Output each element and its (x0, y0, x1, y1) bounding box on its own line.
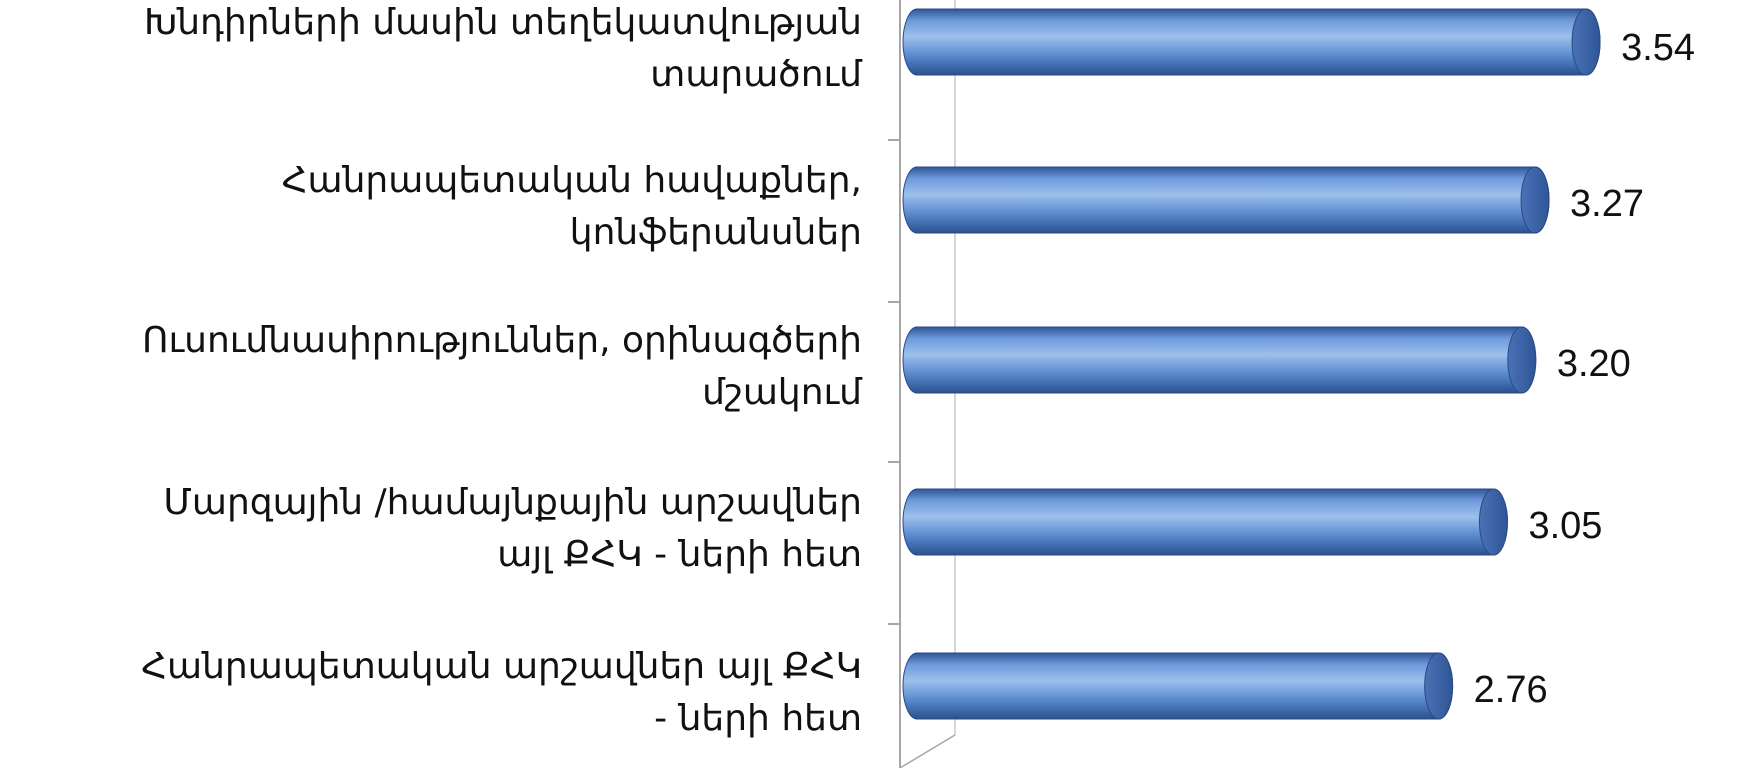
bar-end-cap (1507, 326, 1537, 394)
category-label: Հանրապետական հավաքներ, (282, 160, 862, 201)
floor-edge-line (899, 734, 956, 768)
category-label: մշակում (702, 372, 863, 413)
category-label: - ների հետ (654, 698, 862, 739)
bar-4 (902, 488, 1508, 556)
bar-body (902, 8, 1601, 76)
value-label: 3.05 (1528, 505, 1602, 547)
value-label: 3.54 (1621, 27, 1695, 69)
bar-2 (902, 166, 1550, 234)
category-label: տարածում (650, 54, 863, 95)
bar-body (902, 326, 1537, 394)
bar-end-cap (1478, 488, 1508, 556)
bar-end-cap (1424, 652, 1454, 720)
category-label: կոնֆերանսներ (570, 212, 862, 253)
bar-5 (902, 652, 1454, 720)
labels-layer: 3.54 Խնդիրների մասին տեղեկատվության տարածո… (141, 2, 1695, 739)
value-label: 2.76 (1474, 669, 1548, 711)
bar-body (902, 652, 1454, 720)
bar-end-cap (1571, 8, 1601, 76)
category-label: Խնդիրների մասին տեղեկատվության (144, 2, 862, 43)
value-label: 3.20 (1557, 343, 1631, 385)
category-label: այլ ՔՀԿ - ների հետ (497, 534, 862, 575)
bar-end-cap (1520, 166, 1550, 234)
bar-body (902, 488, 1508, 556)
bar-body (902, 166, 1550, 234)
bars-layer (902, 8, 1601, 720)
bar-3 (902, 326, 1537, 394)
category-label: Ուսումնասիրություններ, օրինագծերի (142, 320, 862, 361)
category-label: Մարզային /համայնքային արշավներ (163, 482, 862, 523)
value-label: 3.27 (1570, 183, 1644, 225)
category-label: Հանրապետական արշավներ այլ ՔՀԿ (141, 646, 862, 687)
bar-1 (902, 8, 1601, 76)
